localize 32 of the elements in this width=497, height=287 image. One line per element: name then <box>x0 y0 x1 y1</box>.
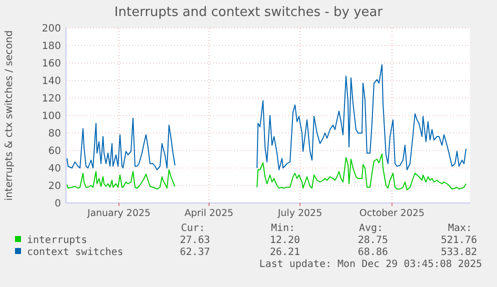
chart-title: Interrupts and context switches - by year <box>114 5 384 20</box>
x-tick-label: October 2025 <box>359 208 425 219</box>
x-tick-label: January 2025 <box>86 208 151 219</box>
text: 533.82 <box>440 247 477 258</box>
y-tick-label: 160 <box>42 58 61 70</box>
y-tick-label: 0 <box>54 198 61 210</box>
text: 27.63 <box>180 235 210 246</box>
text: 26.21 <box>270 247 300 258</box>
legend-label: interrupts <box>27 235 88 246</box>
text: 521.76 <box>440 235 477 246</box>
y-tick-label: 80 <box>48 128 61 140</box>
y-tick-label: 20 <box>48 181 61 192</box>
text: Avg: <box>359 223 384 234</box>
text: Cur: <box>181 223 206 234</box>
y-tick-label: 200 <box>42 24 61 34</box>
y-tick-label: 60 <box>48 146 61 157</box>
legend-label: context switches <box>27 247 124 258</box>
text: 68.86 <box>358 247 388 258</box>
x-tick-label: July 2025 <box>276 208 322 219</box>
text: 62.37 <box>180 247 210 258</box>
text: Max: <box>448 223 472 234</box>
y-tick-label: 180 <box>42 41 61 52</box>
y-axis-title: interrupts & ctx switches / second <box>4 30 15 201</box>
y-tick-label: 140 <box>42 76 61 87</box>
y-tick-label: 120 <box>42 94 61 104</box>
text: 28.75 <box>358 235 388 246</box>
y-tick-label: 40 <box>48 164 61 174</box>
text: Last update: Mon Dec 29 03:45:08 2025 <box>259 259 482 270</box>
x-tick-label: April 2025 <box>184 208 234 219</box>
text: Min: <box>271 223 296 234</box>
y-tick-label: 100 <box>42 111 61 122</box>
text: 12.20 <box>270 235 300 246</box>
